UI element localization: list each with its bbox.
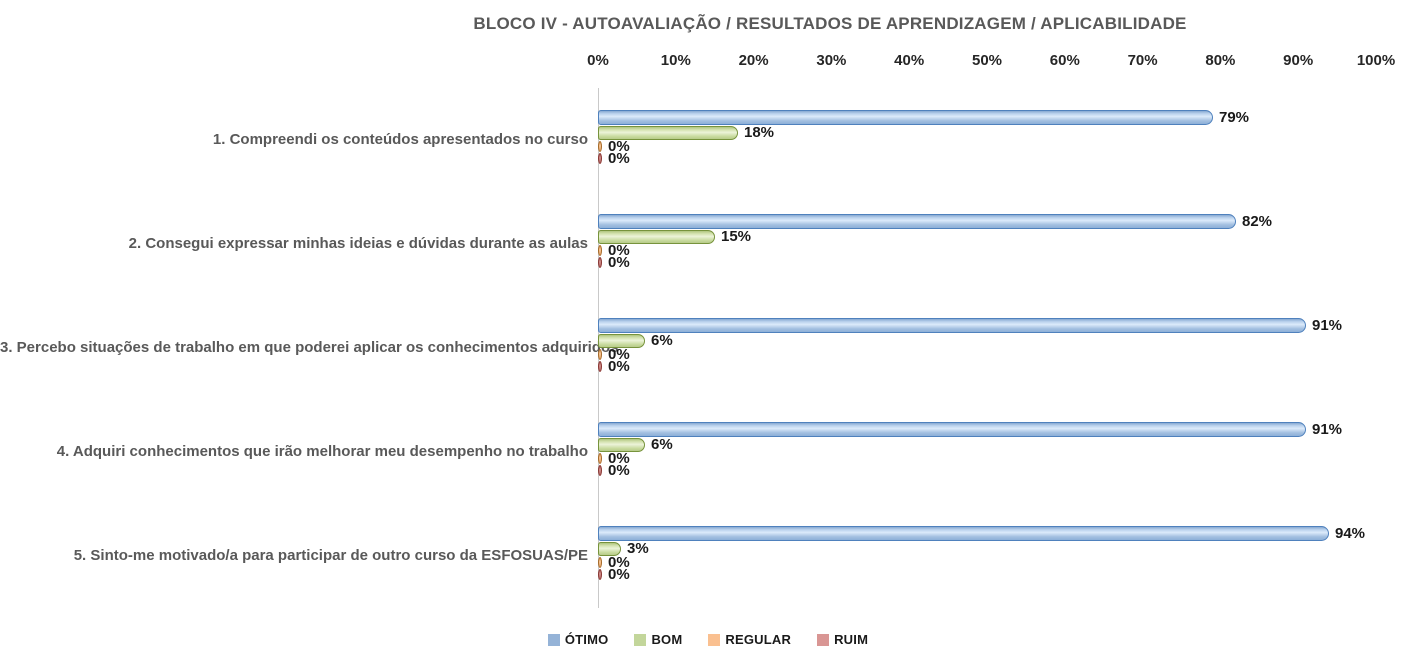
legend: ÓTIMO BOM REGULAR RUIM (0, 632, 1416, 647)
bar-otimo (598, 526, 1329, 541)
data-label-regular: 0% (608, 450, 630, 467)
bar-ruim (598, 153, 602, 164)
data-label-regular: 0% (608, 242, 630, 259)
legend-item-otimo: ÓTIMO (547, 632, 609, 647)
x-tick-label: 80% (1205, 52, 1236, 69)
bar-regular (598, 245, 602, 256)
x-tick-label: 30% (816, 52, 847, 69)
x-tick-label: 100% (1356, 52, 1396, 69)
category-label: 1. Compreendi os conteúdos apresentados … (212, 131, 588, 148)
x-tick-label: 20% (738, 52, 769, 69)
x-tick-label: 10% (660, 52, 691, 69)
bar-bom (598, 126, 738, 140)
data-label-otimo: 82% (1242, 213, 1273, 230)
legend-item-ruim: RUIM (817, 632, 868, 647)
bar-regular (598, 453, 602, 464)
x-tick-label: 70% (1127, 52, 1158, 69)
category-label: 3. Percebo situações de trabalho em que … (0, 339, 619, 356)
bar-bom (598, 334, 645, 348)
data-label-regular: 0% (608, 138, 630, 155)
x-tick-label: 0% (587, 52, 609, 69)
legend-label: REGULAR (725, 632, 792, 647)
bar-otimo (598, 214, 1236, 229)
data-label-ruim: 0% (608, 254, 630, 271)
legend-label: BOM (651, 632, 683, 647)
category-label: 5. Sinto-me motivado/a para participar d… (73, 547, 588, 564)
x-tick-label: 50% (971, 52, 1003, 69)
data-label-ruim: 0% (608, 462, 630, 479)
data-label-regular: 0% (608, 554, 630, 571)
bar-ruim (598, 257, 602, 268)
data-label-regular: 0% (608, 346, 630, 363)
data-label-ruim: 0% (608, 566, 630, 583)
bar-bom (598, 438, 645, 452)
bar-otimo (598, 110, 1213, 125)
data-label-bom: 6% (651, 332, 673, 349)
x-tick-label: 40% (894, 52, 925, 69)
legend-item-regular: REGULAR (708, 632, 791, 647)
legend-swatch-regular (708, 633, 721, 646)
bar-bom (598, 230, 715, 244)
bar-ruim (598, 361, 602, 372)
data-label-ruim: 0% (608, 358, 630, 375)
legend-swatch-bom (634, 633, 647, 646)
y-axis-line (598, 88, 599, 608)
legend-swatch-otimo (547, 633, 560, 646)
x-tick-label: 60% (1049, 52, 1080, 69)
data-label-otimo: 91% (1312, 421, 1343, 438)
bar-otimo (598, 422, 1306, 437)
data-label-otimo: 91% (1312, 317, 1343, 334)
bar-regular (598, 557, 602, 568)
legend-label: RUIM (834, 632, 869, 647)
bar-bom (598, 542, 621, 556)
data-label-bom: 15% (721, 228, 752, 245)
data-label-bom: 3% (627, 540, 649, 557)
bar-ruim (598, 465, 602, 476)
legend-swatch-ruim (817, 633, 830, 646)
data-label-bom: 6% (651, 436, 673, 453)
bar-otimo (598, 318, 1306, 333)
category-label: 4. Adquiri conhecimentos que irão melhor… (56, 443, 588, 460)
category-label: 2. Consegui expressar minhas ideias e dú… (128, 235, 588, 252)
data-label-otimo: 94% (1335, 525, 1366, 542)
x-tick-label: 90% (1283, 52, 1314, 69)
legend-label: ÓTIMO (564, 632, 609, 647)
data-label-bom: 18% (744, 124, 775, 141)
bar-regular (598, 349, 602, 360)
chart-title: BLOCO IV - AUTOAVALIAÇÃO / RESULTADOS DE… (473, 14, 1187, 33)
bar-regular (598, 141, 602, 152)
legend-item-bom: BOM (634, 632, 682, 647)
data-label-ruim: 0% (608, 150, 630, 167)
bar-ruim (598, 569, 602, 580)
data-label-otimo: 79% (1219, 109, 1250, 126)
